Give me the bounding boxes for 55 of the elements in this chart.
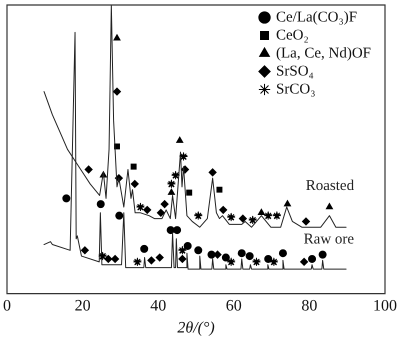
x-tick-label: 80 <box>301 297 318 314</box>
point <box>156 208 165 217</box>
point <box>140 244 148 253</box>
point <box>176 136 184 143</box>
point <box>264 254 272 263</box>
point <box>318 250 327 259</box>
point <box>300 258 308 266</box>
point <box>302 217 310 226</box>
point <box>278 249 287 258</box>
legend-label: SrSO₄ <box>276 63 314 80</box>
point <box>186 190 192 196</box>
point <box>326 203 333 210</box>
point <box>208 250 216 259</box>
point <box>219 206 228 214</box>
point <box>222 254 230 262</box>
point <box>156 254 164 262</box>
point <box>238 249 246 258</box>
point <box>113 88 121 96</box>
x-tick-label: 60 <box>226 297 242 314</box>
point <box>111 254 120 263</box>
point <box>194 246 202 254</box>
point <box>238 214 247 223</box>
point <box>173 226 182 234</box>
point <box>143 206 152 214</box>
point <box>208 168 217 176</box>
point <box>104 254 112 263</box>
point <box>62 194 70 202</box>
point <box>113 34 121 40</box>
x-tick-label: 100 <box>373 297 397 314</box>
point <box>184 242 192 250</box>
annotation: Raw ore <box>304 231 354 248</box>
legend-label: (La, Ce, Nd)OF <box>276 45 372 62</box>
point <box>284 200 292 206</box>
point <box>147 256 156 264</box>
x-tick-label: 40 <box>150 297 166 314</box>
point <box>160 200 169 208</box>
point <box>80 246 89 254</box>
legend-label: CeO₂ <box>276 27 309 44</box>
point <box>258 208 265 216</box>
point <box>246 252 254 260</box>
point <box>308 254 316 263</box>
x-tick-label: 20 <box>74 297 91 314</box>
point <box>96 200 105 208</box>
point <box>84 166 93 174</box>
x-axis-title: 2θ/(°) <box>177 320 215 337</box>
legend-label: Ce/La(CO₃)F <box>276 9 358 26</box>
point <box>216 186 222 193</box>
legend-label: SrCO₃ <box>276 81 316 98</box>
point <box>130 164 137 170</box>
point <box>178 254 186 263</box>
point <box>115 212 124 220</box>
point <box>130 180 139 188</box>
annotation: Roasted <box>306 178 355 194</box>
point <box>168 188 175 195</box>
x-tick-label: 0 <box>3 297 11 314</box>
